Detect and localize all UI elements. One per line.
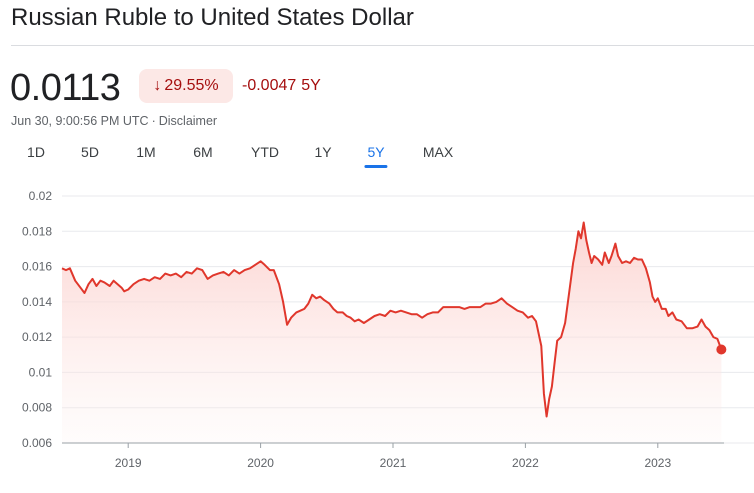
x-tick-label: 2023	[644, 456, 671, 470]
y-tick-label: 0.018	[22, 224, 52, 238]
timestamp: Jun 30, 9:00:56 PM UTC	[11, 114, 149, 128]
range-tab-1m[interactable]: 1M	[136, 144, 156, 160]
meta-separator: ·	[151, 114, 156, 128]
range-tab-6m[interactable]: 6M	[193, 144, 213, 160]
series-line	[61, 221, 723, 418]
change-period: 5Y	[301, 77, 321, 94]
y-tick-label: 0.014	[22, 295, 52, 309]
range-tab-5d[interactable]: 5D	[81, 144, 99, 160]
page-title: Russian Ruble to United States Dollar	[11, 4, 414, 31]
area-fill	[62, 222, 722, 443]
y-tick-label: 0.006	[22, 436, 52, 450]
y-tick-label: 0.012	[22, 330, 52, 344]
quote-meta: Jun 30, 9:00:56 PM UTC · Disclaimer	[11, 114, 217, 128]
exchange-rate-chart[interactable]: 0.02 0.018 0.016 0.014 0.012 0.01 0.008 0.006 2…	[0, 180, 754, 493]
y-tick-label: 0.02	[29, 189, 53, 203]
percent-change-badge: ↓ 29.55%	[139, 69, 233, 103]
range-tab-5y[interactable]: 5Y	[364, 144, 388, 168]
absolute-change: -0.0047 5Y	[242, 77, 321, 95]
y-axis-ticks: 0.02 0.018 0.016 0.014 0.012 0.01 0.008 0.006	[22, 189, 52, 450]
range-tab-1d[interactable]: 1D	[27, 144, 45, 160]
x-axis: 2019 2020 2021 2022 2023	[62, 442, 724, 470]
range-tab-ytd[interactable]: YTD	[251, 144, 279, 160]
x-tick-label: 2022	[512, 456, 539, 470]
x-tick-label: 2021	[380, 456, 407, 470]
time-range-tabs: 1D 5D 1M 6M YTD 1Y 5Y MAX	[0, 144, 754, 168]
y-tick-label: 0.016	[22, 260, 52, 274]
percent-change-value: 29.55%	[164, 77, 219, 94]
range-tab-1y[interactable]: 1Y	[314, 144, 332, 160]
current-value-marker	[716, 344, 727, 355]
absolute-change-value: -0.0047	[242, 77, 297, 94]
y-tick-label: 0.008	[22, 401, 52, 415]
x-tick-label: 2019	[115, 456, 142, 470]
arrow-down-icon: ↓	[153, 77, 162, 94]
header-divider	[11, 45, 754, 46]
disclaimer-link[interactable]: Disclaimer	[158, 114, 218, 128]
chart-line	[61, 221, 727, 418]
chart-area	[62, 222, 722, 443]
y-tick-label: 0.01	[29, 365, 53, 379]
range-tab-max[interactable]: MAX	[422, 144, 454, 160]
current-price: 0.0113	[10, 67, 121, 109]
x-tick-label: 2020	[247, 456, 274, 470]
